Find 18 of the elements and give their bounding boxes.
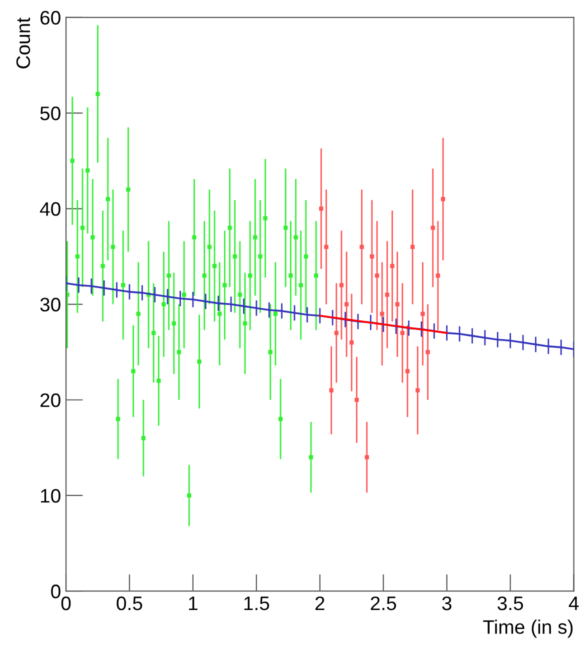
x-tick-label: 2: [315, 596, 324, 610]
x-axis-title: Time (in s): [483, 620, 573, 638]
y-tick-label: 50: [40, 106, 60, 120]
x-tick-label: 0.5: [116, 596, 142, 610]
y-axis-title: Count: [16, 18, 30, 68]
y-tick-label: 0: [51, 584, 60, 598]
y-tick-label: 30: [40, 298, 60, 312]
x-tick-label: 1: [189, 596, 198, 610]
y-tick-label: 20: [40, 393, 60, 408]
x-tick-label: 1.5: [244, 596, 270, 610]
y-tick-label: 10: [41, 488, 60, 503]
x-tick-label: 2.5: [370, 596, 396, 610]
y-tick-label: 40: [40, 202, 60, 216]
y-tick-label: 60: [40, 10, 60, 25]
x-tick-label: 0: [61, 596, 71, 610]
x-tick-label: 3.5: [498, 596, 524, 610]
x-tick-label: 4: [568, 596, 579, 610]
x-tick-label: 3: [442, 596, 452, 610]
